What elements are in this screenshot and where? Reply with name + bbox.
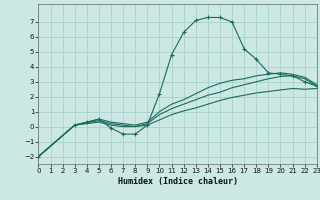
X-axis label: Humidex (Indice chaleur): Humidex (Indice chaleur) — [118, 177, 238, 186]
